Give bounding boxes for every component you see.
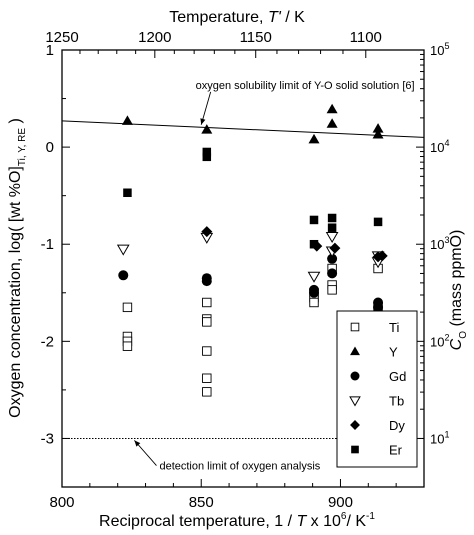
data-point-gd <box>309 287 320 298</box>
legend-box <box>336 310 418 468</box>
legend-marker-y <box>350 346 360 356</box>
legend-marker-ti <box>350 322 360 332</box>
data-point-ti <box>327 285 337 295</box>
legend-marker-er <box>351 445 359 454</box>
right-tick-label: 104 <box>430 138 449 155</box>
annotation-label: detection limit of oxygen analysis <box>159 461 320 473</box>
x-tick-label: 800 <box>49 494 74 511</box>
legend-label-gd: Gd <box>389 369 406 384</box>
data-point-y <box>308 133 320 144</box>
right-tick-label: 101 <box>430 429 449 446</box>
y-tick-label: -1 <box>41 236 54 253</box>
data-point-er <box>327 223 337 232</box>
data-point-gd <box>327 268 338 279</box>
plot-frame <box>61 49 425 488</box>
legend-label-tb: Tb <box>389 394 404 409</box>
right-tick-label: 103 <box>430 235 449 252</box>
y-tick-label: 1 <box>46 42 54 59</box>
data-point-y <box>326 103 338 114</box>
data-point-y <box>372 123 384 133</box>
data-point-y <box>326 118 338 128</box>
top-tick-label: 1250 <box>45 29 78 46</box>
legend-marker-tb <box>349 396 361 407</box>
data-point-gd <box>201 276 212 287</box>
data-point-ti <box>202 346 212 356</box>
legend-marker-gd <box>350 371 360 381</box>
data-point-y <box>201 124 213 134</box>
top-tick-label: 1200 <box>138 29 171 46</box>
data-point-tb <box>116 244 130 256</box>
annotation-arrowhead <box>134 440 141 447</box>
data-point-er <box>202 147 212 157</box>
data-point-dy <box>201 226 213 238</box>
data-point-er <box>309 239 319 249</box>
data-point-er <box>123 188 132 198</box>
annotation-label: oxygen solubility limit of Y-O solid sol… <box>196 80 415 92</box>
data-point-y <box>372 128 384 139</box>
data-point-er <box>327 213 337 223</box>
legend-label-dy: Dy <box>389 418 405 433</box>
y-tick-label: -3 <box>41 430 54 447</box>
solubility-limit-line <box>61 120 425 138</box>
data-point-tb <box>325 231 339 243</box>
data-point-er <box>202 152 212 162</box>
x-axis-title: Reciprocal temperature, 1 / T x 106/ K-1 <box>99 511 375 530</box>
data-point-ti <box>122 341 133 351</box>
data-point-ti <box>309 297 319 308</box>
top-tick-label: 1100 <box>350 29 382 46</box>
right-tick-label: 102 <box>430 332 449 349</box>
data-point-tb <box>307 271 321 283</box>
x-tick-label: 900 <box>328 494 353 511</box>
data-point-ti <box>202 387 212 397</box>
data-point-ti <box>202 297 212 308</box>
top-tick-label: 1150 <box>240 29 272 46</box>
data-point-er <box>373 217 383 227</box>
y-axis-title: Oxygen concentration, log( [wt %O]Ti, Y,… <box>7 118 28 418</box>
legend-label-ti: Ti <box>389 320 399 335</box>
data-point-dy <box>329 242 341 254</box>
y-tick-label: -2 <box>41 333 54 350</box>
legend-marker-dy <box>350 420 360 430</box>
data-point-y <box>121 115 133 125</box>
annotation-arrowhead <box>200 118 206 125</box>
right-tick-label: 105 <box>430 41 449 58</box>
data-point-gd <box>118 270 129 281</box>
data-point-ti <box>202 373 212 383</box>
data-point-dy <box>376 250 388 262</box>
data-point-ti <box>122 302 133 313</box>
top-axis-title: Temperature, T' / K <box>169 9 305 26</box>
legend-label-y: Y <box>389 345 398 360</box>
data-point-gd <box>373 302 384 313</box>
x-tick-label: 850 <box>189 494 214 511</box>
data-point-ti <box>202 317 212 327</box>
right-axis-title: CO (mass ppmO) <box>448 230 469 351</box>
legend-label-er: Er <box>389 443 403 458</box>
data-point-er <box>309 215 319 225</box>
data-point-gd <box>327 253 338 264</box>
y-tick-label: 0 <box>46 139 54 156</box>
